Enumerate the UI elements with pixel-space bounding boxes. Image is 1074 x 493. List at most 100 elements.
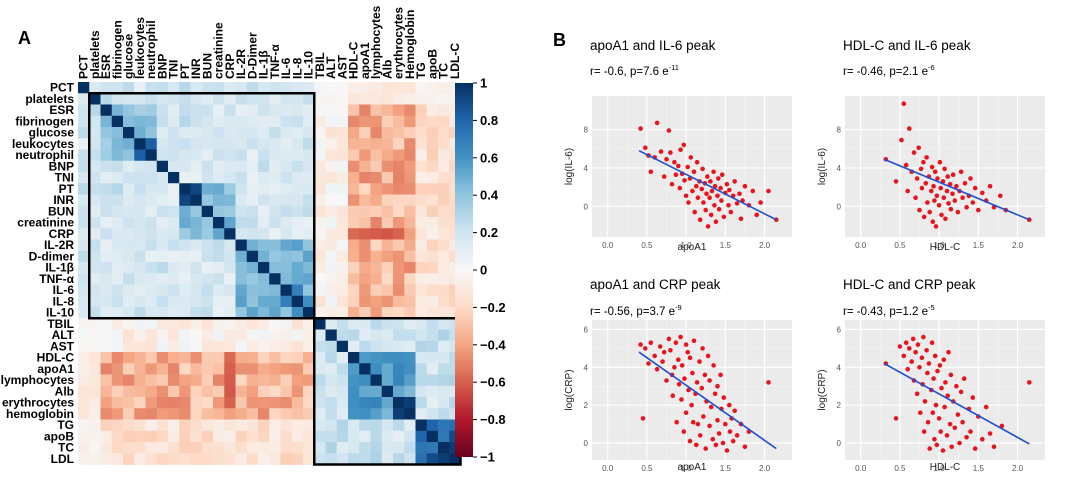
heatmap-cell — [348, 318, 360, 330]
heatmap-cell — [291, 82, 304, 94]
heatmap-cell — [156, 363, 169, 375]
heatmap-cell — [415, 149, 428, 162]
heatmap-cell — [303, 160, 315, 173]
heatmap-cell — [438, 397, 450, 409]
heatmap-cell — [246, 329, 259, 342]
heatmap-cell — [100, 104, 113, 117]
heatmap-cell — [269, 408, 281, 420]
heatmap-cell — [404, 295, 416, 308]
heatmap-cell — [291, 93, 304, 105]
x-axis-label: HDL-C — [930, 462, 961, 473]
heatmap-cell — [123, 408, 135, 420]
heatmap-cell — [303, 363, 315, 375]
y-tick-label: 6 — [837, 325, 842, 334]
heatmap-cell — [314, 453, 326, 465]
heatmap-cell — [123, 250, 135, 263]
data-point — [987, 431, 993, 436]
heatmap-cell — [156, 453, 169, 465]
heatmap-left-label: IL-10 — [46, 306, 74, 320]
heatmap-cell — [359, 329, 371, 342]
heatmap-cell — [134, 194, 146, 207]
heatmap-cell — [370, 93, 383, 105]
scatter-title: HDL-C and IL-6 peak — [843, 38, 971, 53]
heatmap-cell — [100, 160, 113, 173]
heatmap-cell — [370, 250, 383, 263]
heatmap-cell — [314, 284, 326, 297]
heatmap-top-label: IL-8 — [290, 57, 304, 79]
heatmap-cell — [179, 318, 191, 330]
heatmap-cell — [156, 374, 169, 387]
heatmap-cell — [438, 442, 450, 454]
data-point — [925, 370, 930, 376]
scatter-title: apoA1 and IL-6 peak — [590, 38, 716, 53]
heatmap-cell — [100, 239, 113, 252]
heatmap-top-label: LDL-C — [448, 43, 462, 79]
heatmap-cell — [201, 385, 214, 398]
heatmap-cell — [190, 228, 203, 240]
heatmap-cell — [246, 363, 259, 375]
heatmap-cell — [134, 453, 146, 465]
heatmap-cell — [111, 363, 124, 375]
data-point — [713, 442, 719, 448]
heatmap-cell — [381, 205, 394, 218]
heatmap-cell — [336, 329, 349, 342]
heatmap-cell — [415, 160, 428, 173]
heatmap-cell — [348, 295, 360, 308]
heatmap-top-label: neutrophil — [144, 20, 158, 79]
heatmap-left-label: platelets — [25, 92, 74, 106]
heatmap-cell — [303, 183, 315, 195]
heatmap-cell — [303, 104, 315, 117]
data-point — [678, 334, 683, 340]
heatmap-cell — [246, 295, 259, 308]
data-point — [955, 209, 961, 215]
heatmap-cell — [291, 442, 304, 454]
heatmap-cell — [303, 374, 315, 387]
heatmap-cell — [426, 93, 439, 105]
heatmap-cell — [370, 228, 383, 240]
colorbar-tick-label: −0.6 — [480, 375, 506, 390]
heatmap-cell — [100, 228, 113, 240]
heatmap-cell — [190, 408, 203, 420]
heatmap-cell — [314, 239, 326, 252]
heatmap-cell — [291, 408, 304, 420]
heatmap-cell — [314, 374, 326, 387]
heatmap-cell — [235, 239, 248, 252]
data-point — [695, 195, 701, 200]
heatmap-cell — [269, 250, 281, 263]
heatmap-cell — [359, 115, 371, 128]
heatmap-cell — [168, 82, 180, 94]
heatmap-cell — [269, 172, 281, 184]
data-point — [732, 179, 737, 184]
heatmap-cell — [381, 318, 394, 330]
plot-background — [845, 320, 1045, 460]
heatmap-cell — [168, 138, 180, 150]
x-tick-label: 1.0 — [934, 464, 946, 473]
heatmap-cell — [370, 340, 383, 353]
heatmap-cell — [78, 295, 90, 308]
heatmap-top-label: HDL-C — [347, 41, 361, 79]
data-point — [954, 383, 959, 389]
heatmap-cell — [123, 104, 135, 117]
data-point — [905, 366, 910, 372]
heatmap-cell — [381, 397, 394, 409]
heatmap-cell — [314, 397, 326, 409]
heatmap-cell — [89, 82, 101, 94]
heatmap-cell — [78, 318, 90, 330]
heatmap-cell — [415, 318, 428, 330]
heatmap-cell — [78, 115, 90, 128]
heatmap-cell — [78, 217, 90, 229]
heatmap-cell — [325, 138, 338, 150]
data-point — [961, 376, 967, 381]
data-point — [712, 203, 717, 208]
data-point — [929, 340, 935, 346]
heatmap-cell — [381, 82, 394, 94]
heatmap-cell — [393, 127, 405, 139]
heatmap-cell — [246, 284, 259, 297]
heatmap-cell — [325, 273, 338, 285]
x-tick-label: 2.0 — [759, 241, 771, 250]
heatmap-cell — [145, 318, 158, 330]
heatmap-cell — [201, 194, 214, 207]
heatmap-cell — [303, 442, 315, 454]
heatmap-cell — [393, 340, 405, 353]
heatmap-cell — [246, 385, 259, 398]
